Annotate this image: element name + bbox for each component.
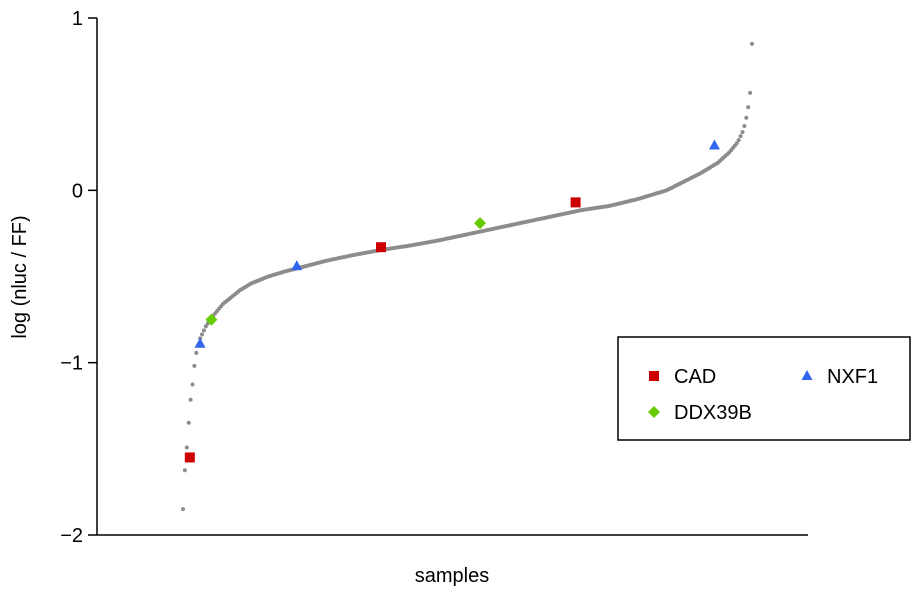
sample-point (200, 332, 205, 337)
y-tick-label-3: −2 (60, 525, 83, 547)
y-ticks: 1 0 −1 −2 (60, 8, 97, 547)
sample-point (736, 138, 741, 143)
legend-marker-cad (649, 371, 659, 381)
y-tick-label-0: 1 (72, 8, 83, 30)
sample-point (750, 41, 754, 46)
cad-point-1 (376, 242, 387, 253)
sample-point (748, 90, 753, 95)
axes (96, 18, 808, 536)
cad-point-2 (570, 197, 581, 208)
sample-point (182, 468, 187, 473)
nxf1-point-2 (708, 139, 720, 150)
y-axis-title: log (nluc / FF) (9, 215, 31, 338)
legend-marker-ddx39b (648, 406, 660, 418)
sample-point (744, 115, 749, 120)
legend-label-cad: CAD (674, 366, 716, 388)
nxf1-point-1 (291, 260, 303, 271)
ddx39b-point-1 (474, 217, 487, 230)
nxf1-point-0 (194, 337, 206, 348)
legend-label-ddx39b: DDX39B (674, 402, 752, 424)
highlight-points (184, 139, 720, 463)
cad-point-0 (184, 452, 195, 463)
sample-point (742, 124, 747, 129)
legend-box (617, 336, 911, 441)
sample-point (201, 328, 206, 333)
sample-point (184, 445, 189, 450)
legend: CAD NXF1 DDX39B (617, 336, 911, 441)
sample-point (192, 363, 197, 368)
ddx39b-point-0 (205, 313, 218, 326)
sample-point (740, 130, 745, 135)
sample-point (190, 382, 195, 387)
sample-point (186, 420, 191, 425)
sample-point (203, 324, 208, 329)
legend-marker-nxf1 (801, 370, 813, 380)
sample-point (181, 507, 185, 512)
sample-point (734, 141, 739, 146)
y-tick-label-1: 0 (72, 180, 83, 202)
sample-point (194, 350, 199, 355)
sample-point (188, 397, 193, 402)
background-points (181, 41, 754, 512)
y-tick-label-2: −1 (60, 353, 83, 375)
sample-point (746, 105, 751, 110)
legend-label-nxf1: NXF1 (827, 366, 878, 388)
x-axis-title: samples (415, 565, 489, 587)
sample-point (738, 134, 743, 139)
